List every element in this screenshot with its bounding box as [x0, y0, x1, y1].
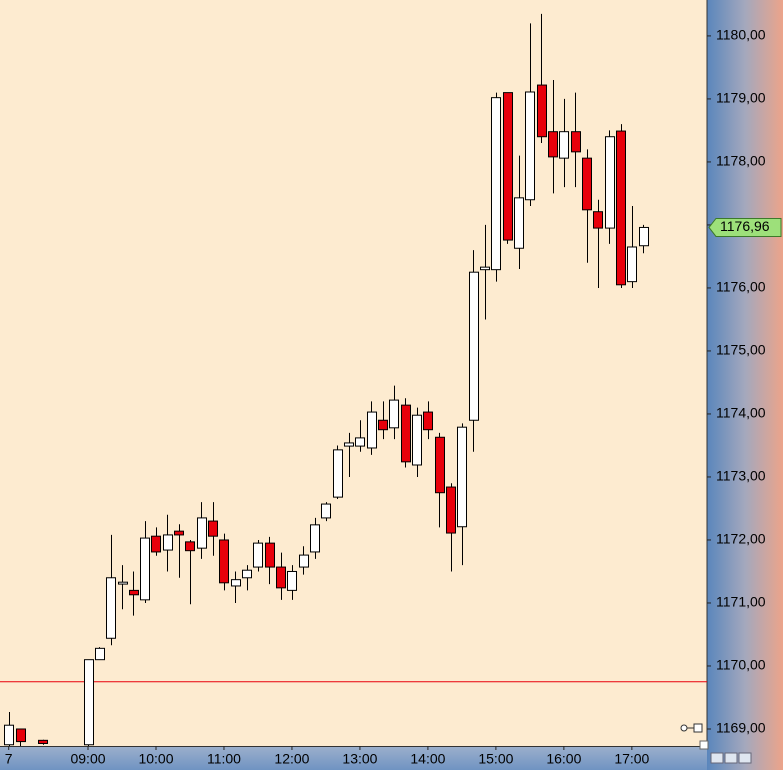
- candle-body: [333, 449, 343, 498]
- candle-body: [355, 437, 365, 447]
- y-tick-label: 1179,00: [716, 90, 766, 106]
- candle-body: [299, 554, 309, 568]
- candle-body: [446, 486, 456, 534]
- candle-body: [276, 566, 286, 589]
- candle-body: [231, 579, 241, 587]
- candle-body: [185, 541, 195, 552]
- scroll-button[interactable]: [724, 752, 738, 764]
- x-tick-label: 11:00: [207, 751, 241, 767]
- scroll-button[interactable]: [738, 752, 752, 764]
- candle-body: [435, 436, 445, 494]
- candle-body: [197, 517, 207, 549]
- x-axis-panel: [0, 746, 707, 770]
- candle-body: [559, 131, 569, 159]
- candle-body: [310, 524, 320, 553]
- candle-body: [367, 411, 377, 449]
- candle-body: [208, 520, 218, 537]
- x-tick-label: 16:00: [546, 751, 581, 767]
- last-price-tag: [708, 217, 782, 237]
- candle-body: [4, 724, 14, 746]
- candle-body: [627, 246, 637, 283]
- candle-body: [480, 266, 490, 271]
- scroll-controls[interactable]: [699, 740, 752, 764]
- candle-body: [321, 503, 331, 519]
- y-tick-label: 1180,00: [716, 27, 766, 43]
- y-tick-label: 1176,00: [716, 279, 766, 295]
- candle-body: [491, 97, 501, 271]
- candle-body: [16, 728, 26, 743]
- end-marker-box: [693, 723, 703, 733]
- candle-body: [469, 271, 479, 421]
- candle-body: [412, 414, 422, 466]
- y-tick-label: 1172,00: [716, 531, 766, 547]
- x-tick-label: 7: [5, 751, 13, 767]
- candle-body: [118, 581, 128, 585]
- plot-area: [0, 0, 707, 746]
- x-tick-label: 14:00: [410, 751, 445, 767]
- y-tick-label: 1174,00: [716, 405, 766, 421]
- x-tick-label: 13:00: [342, 751, 377, 767]
- candle-body: [174, 530, 184, 536]
- candle-body: [163, 534, 173, 551]
- candle-body: [378, 419, 388, 431]
- candle-body: [639, 226, 649, 247]
- plot: [0, 13, 707, 746]
- candle-body: [287, 570, 297, 591]
- candle-body: [548, 131, 558, 158]
- candle-body: [457, 426, 467, 528]
- y-tick-label: 1173,00: [716, 468, 766, 484]
- end-marker-dot: [680, 724, 688, 732]
- y-tick-label: 1178,00: [716, 153, 766, 169]
- x-tick-label: 12:00: [274, 751, 309, 767]
- x-tick-label: 17:00: [614, 751, 649, 767]
- candle-body: [140, 537, 150, 601]
- candle-body: [253, 542, 263, 568]
- y-tick-label: 1171,00: [716, 594, 766, 610]
- candle-body: [129, 589, 139, 596]
- candle-body: [401, 404, 411, 463]
- candle-body: [503, 92, 513, 241]
- candle-body: [616, 130, 626, 286]
- candle-body: [84, 659, 94, 746]
- candle-body: [344, 442, 354, 447]
- candle-body: [242, 569, 252, 579]
- candle-body: [525, 91, 535, 201]
- y-tick-label: 1175,00: [716, 342, 766, 358]
- candle-body: [423, 411, 433, 431]
- x-tick-label: 15:00: [478, 751, 513, 767]
- last-price-label: 1176,96: [720, 218, 770, 234]
- x-tick-label: 09:00: [70, 751, 105, 767]
- y-tick-label: 1169,00: [716, 720, 766, 736]
- candle-body: [605, 136, 615, 229]
- candle-body: [389, 399, 399, 429]
- candle-body: [106, 577, 116, 639]
- candle-body: [151, 535, 161, 553]
- corner-button[interactable]: [699, 740, 709, 750]
- candle-body: [265, 542, 275, 568]
- x-tick-label: 10:00: [138, 751, 173, 767]
- y-tick-label: 1170,00: [716, 657, 766, 673]
- candle-body: [38, 739, 48, 744]
- candle-body: [219, 539, 229, 584]
- end-marker: [680, 723, 703, 733]
- y-axis-panel: [707, 0, 783, 770]
- scroll-button[interactable]: [710, 752, 724, 764]
- candle-body: [514, 197, 524, 249]
- candle-body: [571, 131, 581, 153]
- candle-body: [593, 211, 603, 229]
- candle-body: [582, 157, 592, 211]
- candle-body: [537, 84, 547, 138]
- candle-body: [95, 647, 105, 661]
